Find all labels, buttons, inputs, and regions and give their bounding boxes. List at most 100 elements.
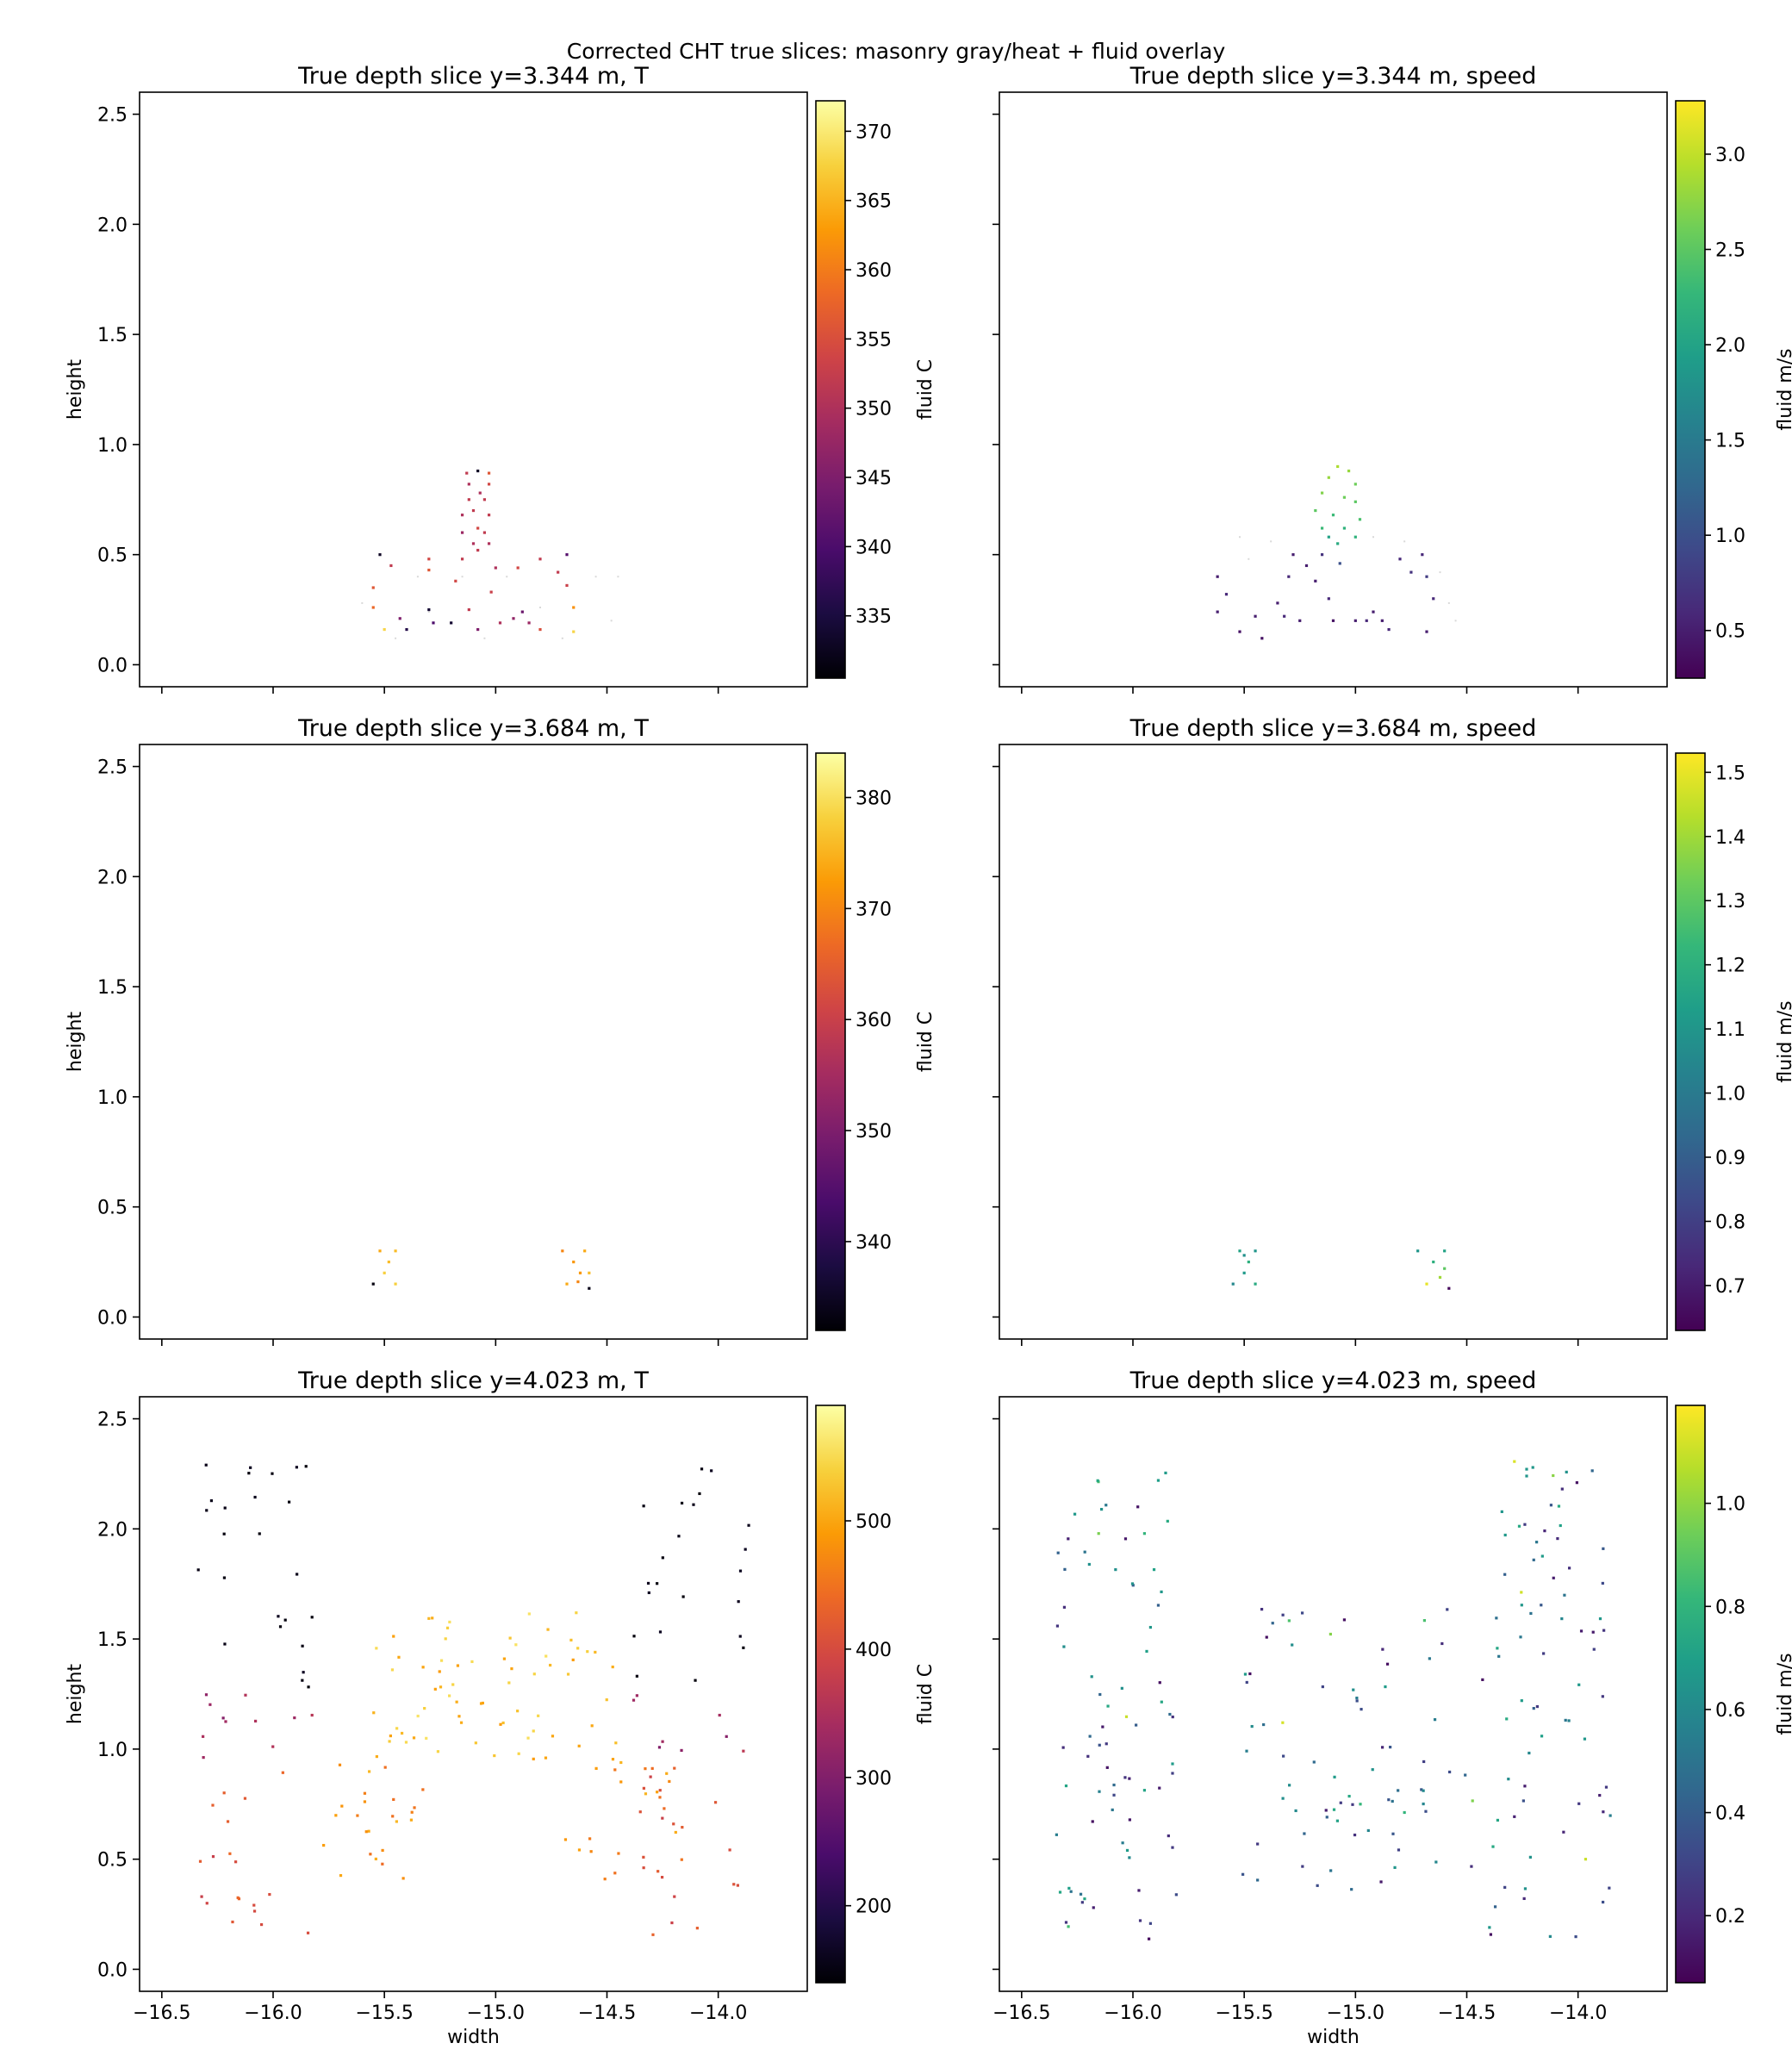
data-point — [1523, 1523, 1527, 1526]
data-point — [467, 498, 470, 501]
data-point — [1242, 1254, 1246, 1257]
data-point — [363, 1800, 367, 1803]
data-point — [1152, 1568, 1156, 1572]
data-point — [1601, 1695, 1604, 1698]
colorbar-tick-label: 400 — [856, 1640, 892, 1661]
data-point — [1168, 1712, 1172, 1716]
data-point — [1500, 1510, 1503, 1513]
data-point — [1353, 535, 1357, 539]
y-tick-label: 1.5 — [97, 325, 128, 346]
data-point — [450, 621, 453, 625]
plot-frame — [999, 1396, 1668, 1992]
data-point — [673, 1895, 676, 1898]
data-point — [1347, 1794, 1351, 1798]
data-point — [502, 1657, 507, 1660]
data-point — [405, 627, 408, 632]
data-point — [1098, 1790, 1101, 1793]
data-point — [1574, 1935, 1577, 1939]
data-point — [638, 1810, 642, 1814]
data-point — [650, 1766, 654, 1770]
data-point — [588, 1271, 591, 1274]
data-point — [537, 1714, 540, 1717]
data-point — [1488, 1926, 1491, 1929]
data-point — [1552, 1473, 1555, 1478]
data-point — [1096, 1479, 1099, 1482]
data-point — [1224, 593, 1229, 596]
data-point — [427, 607, 431, 612]
x-tick-label: −16.5 — [992, 2003, 1050, 2024]
data-point — [1495, 1616, 1498, 1620]
data-point — [576, 1280, 580, 1284]
data-point — [277, 1615, 280, 1618]
data-point — [296, 1573, 299, 1576]
data-point — [695, 1927, 699, 1930]
data-point — [590, 1724, 594, 1728]
data-point — [656, 1582, 659, 1585]
data-point — [356, 1814, 359, 1817]
data-point — [467, 483, 470, 486]
data-point — [572, 1260, 576, 1264]
data-point — [381, 1862, 384, 1866]
panel-2: True depth slice y=3.344 m, speed 0.5 1.0 1… — [992, 63, 1792, 694]
data-point — [1171, 1772, 1174, 1775]
x-tick-label: −15.0 — [467, 2003, 525, 2024]
data-point — [1254, 1249, 1257, 1253]
x-axis-label: width — [1307, 2027, 1360, 2048]
data-point — [692, 1503, 695, 1506]
data-point — [663, 1807, 666, 1810]
data-point — [1425, 575, 1428, 578]
data-point — [1324, 1809, 1328, 1812]
data-point — [1496, 1818, 1500, 1822]
data-point — [1355, 1699, 1359, 1703]
data-point — [412, 1736, 416, 1740]
colorbar-tick-label: 0.4 — [1715, 1803, 1745, 1825]
data-point — [738, 1635, 742, 1638]
data-point — [1563, 1593, 1566, 1597]
data-point — [1503, 1533, 1507, 1537]
data-point — [737, 1600, 740, 1604]
data-point — [249, 1466, 252, 1469]
data-point — [1496, 1647, 1499, 1650]
colorbar-tick-label: 500 — [856, 1511, 892, 1533]
panel-title: True depth slice y=3.684 m, T — [297, 715, 649, 742]
data-point — [642, 1855, 645, 1859]
data-point — [1567, 1567, 1571, 1570]
y-tick-label: 0.0 — [97, 1959, 128, 1981]
data-point — [660, 1876, 664, 1879]
data-point — [476, 469, 480, 473]
data-point — [517, 1752, 520, 1755]
data-point — [1391, 1832, 1395, 1835]
data-point — [493, 1753, 496, 1758]
data-point — [1503, 1885, 1507, 1889]
data-point — [476, 526, 480, 530]
data-point — [445, 1626, 450, 1629]
data-point — [222, 1576, 227, 1579]
x-tick-label: −14.0 — [689, 2003, 747, 2024]
data-point — [1520, 1604, 1523, 1607]
data-point — [338, 1763, 342, 1766]
data-point — [1248, 1672, 1252, 1676]
data-point — [577, 1744, 581, 1747]
data-point — [512, 617, 515, 620]
data-point — [1520, 1699, 1523, 1703]
x-tick-label: −15.5 — [1215, 2003, 1272, 2024]
data-point — [1393, 1866, 1397, 1869]
data-point — [1238, 630, 1241, 633]
data-point — [295, 1466, 298, 1469]
data-point — [1517, 1524, 1521, 1528]
data-point — [546, 1628, 550, 1631]
colorbar-tick-label: 0.6 — [1715, 1700, 1745, 1722]
data-point — [460, 557, 464, 561]
data-point — [1385, 1662, 1390, 1666]
data-point — [563, 1838, 568, 1841]
plot-frame — [139, 91, 808, 688]
data-point — [1481, 1678, 1484, 1681]
data-point — [1247, 1260, 1250, 1264]
data-point — [1254, 1282, 1257, 1286]
data-point — [700, 1467, 704, 1471]
data-point — [588, 1286, 591, 1290]
data-point — [572, 606, 576, 609]
data-point — [1148, 1922, 1153, 1925]
data-point — [1513, 1460, 1516, 1463]
data-point — [1366, 1828, 1370, 1833]
